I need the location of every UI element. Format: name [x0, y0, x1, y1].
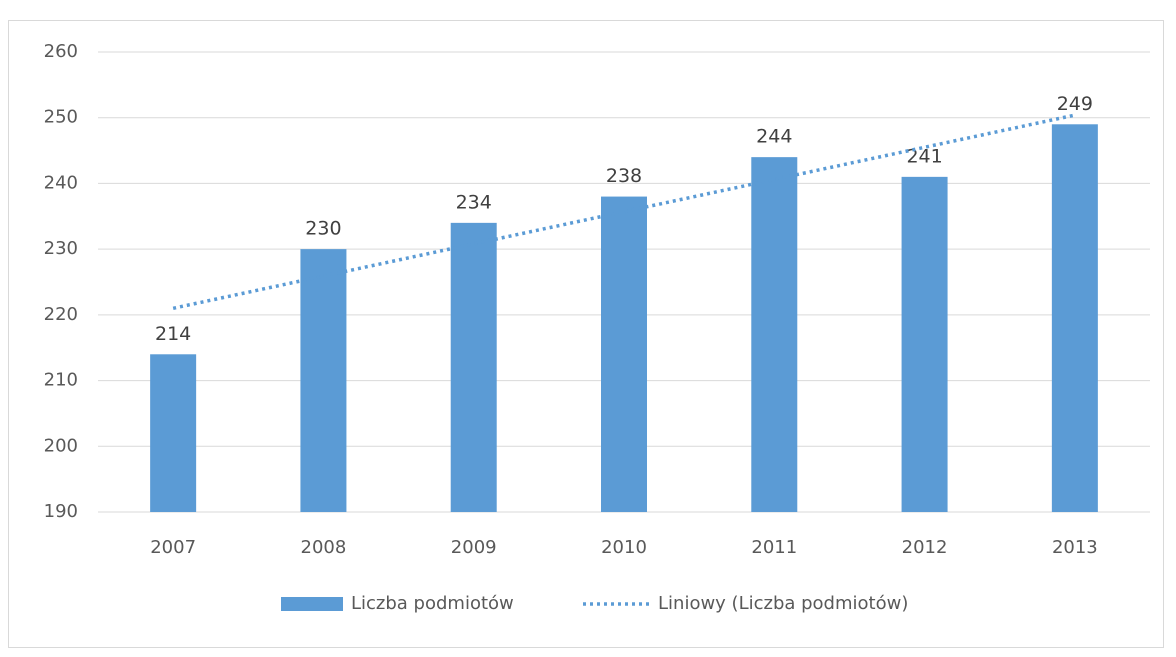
y-tick-label: 230: [44, 238, 78, 259]
data-label: 249: [1057, 93, 1093, 115]
bar: [150, 354, 197, 512]
data-label: 244: [756, 126, 792, 148]
bar: [300, 249, 347, 512]
x-tick-label: 2013: [1052, 537, 1098, 558]
chart-border: [8, 20, 1164, 648]
bar: [601, 196, 647, 513]
y-tick-label: 200: [44, 435, 78, 456]
legend-swatch: [281, 597, 343, 611]
data-label: 238: [606, 165, 642, 187]
x-tick-label: 2009: [451, 537, 497, 558]
x-tick-label: 2011: [751, 537, 797, 558]
bar: [901, 176, 948, 512]
data-label: 230: [305, 218, 341, 240]
y-tick-label: 220: [44, 304, 78, 325]
x-tick-label: 2010: [601, 537, 647, 558]
y-tick-label: 250: [44, 107, 78, 128]
data-label: 241: [906, 145, 942, 167]
data-label: 234: [456, 191, 492, 213]
y-tick-label: 190: [44, 501, 78, 522]
y-tick-label: 260: [44, 41, 78, 62]
x-tick-label: 2007: [150, 537, 196, 558]
y-tick-label: 210: [44, 370, 78, 391]
legend-label: Liniowy (Liczba podmiotów): [658, 593, 908, 614]
bar: [751, 157, 798, 512]
x-tick-label: 2012: [902, 537, 948, 558]
data-label: 214: [155, 323, 191, 345]
bar: [1051, 124, 1098, 513]
x-tick-label: 2008: [301, 537, 347, 558]
y-tick-label: 240: [44, 172, 78, 193]
legend-label: Liczba podmiotów: [351, 593, 514, 614]
bar: [450, 222, 497, 512]
